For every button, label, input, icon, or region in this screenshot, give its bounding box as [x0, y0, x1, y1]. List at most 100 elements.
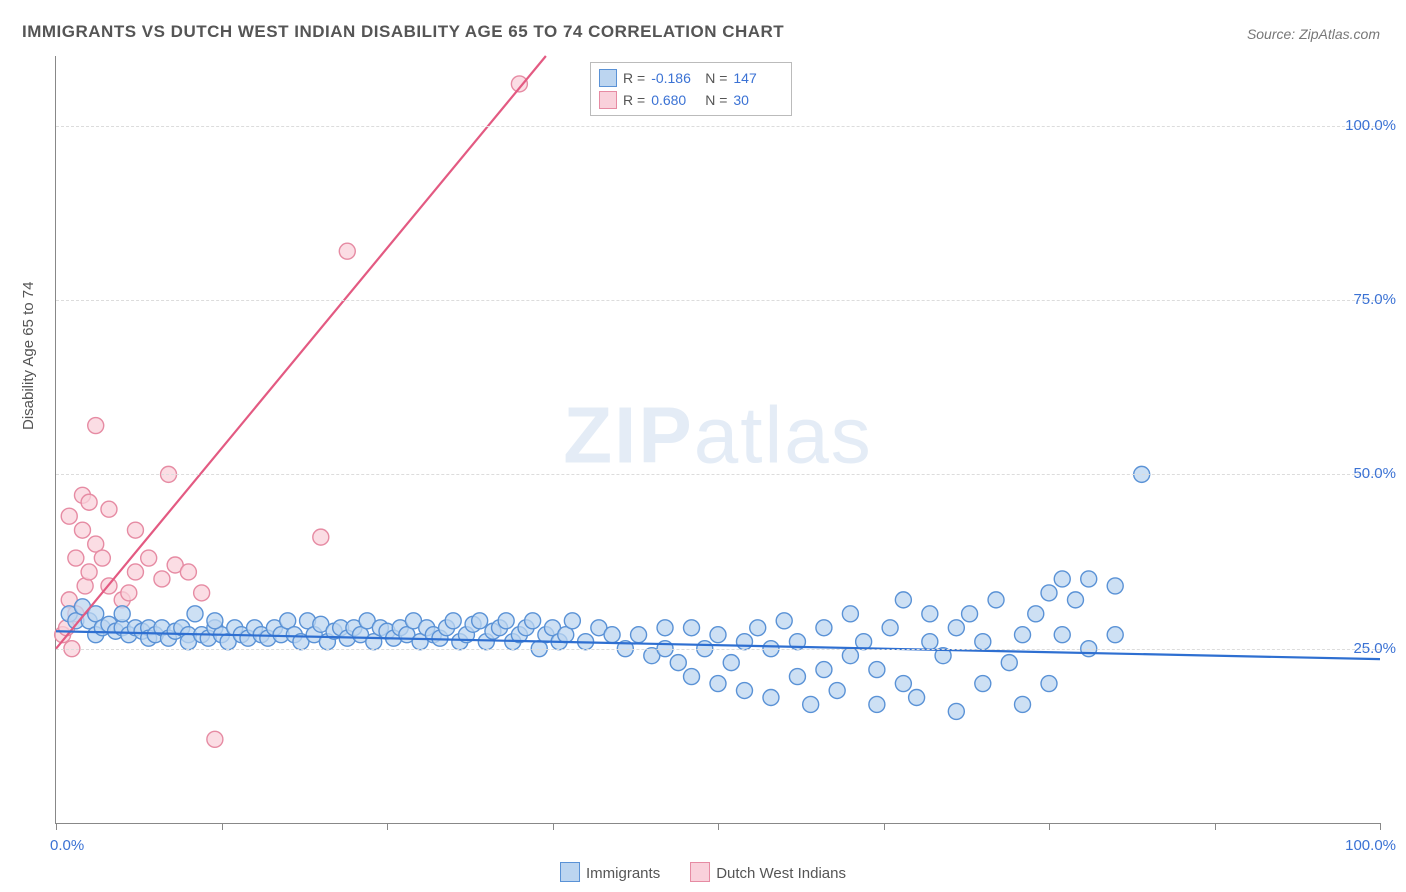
data-point [68, 550, 84, 566]
data-point [141, 550, 157, 566]
data-point [962, 606, 978, 622]
legend-label: Immigrants [586, 865, 660, 882]
data-point [101, 501, 117, 517]
gridline [56, 300, 1380, 301]
data-point [88, 418, 104, 434]
series-swatch [599, 69, 617, 87]
data-point [803, 696, 819, 712]
y-tick-label: 50.0% [1353, 465, 1396, 482]
plot-area: ZIPatlas [55, 56, 1380, 824]
data-point [763, 689, 779, 705]
data-point [1015, 696, 1031, 712]
data-point [1001, 655, 1017, 671]
y-tick-label: 75.0% [1353, 291, 1396, 308]
legend-label: Dutch West Indians [716, 865, 846, 882]
series-swatch [599, 91, 617, 109]
data-point [988, 592, 1004, 608]
x-axis-label-right: 100.0% [1345, 837, 1396, 854]
source-label: Source: ZipAtlas.com [1247, 26, 1380, 42]
data-point [922, 606, 938, 622]
trend-line [56, 56, 546, 649]
data-point [1054, 627, 1070, 643]
data-point [1107, 627, 1123, 643]
data-point [948, 703, 964, 719]
x-tick [387, 823, 388, 830]
data-point [789, 669, 805, 685]
series-swatch [690, 862, 710, 882]
gridline [56, 126, 1380, 127]
y-axis-label: Disability Age 65 to 74 [20, 282, 37, 430]
data-point [61, 508, 77, 524]
data-point [127, 564, 143, 580]
data-point [736, 683, 752, 699]
gridline [56, 474, 1380, 475]
stats-box: R =-0.186N =147R =0.680N =30 [590, 62, 792, 116]
data-point [710, 627, 726, 643]
data-point [631, 627, 647, 643]
data-point [842, 648, 858, 664]
data-point [1028, 606, 1044, 622]
data-point [498, 613, 514, 629]
data-point [154, 571, 170, 587]
data-point [710, 676, 726, 692]
chart-title: IMMIGRANTS VS DUTCH WEST INDIAN DISABILI… [22, 22, 784, 42]
data-point [684, 669, 700, 685]
data-point [180, 564, 196, 580]
bottom-legend: Immigrants Dutch West Indians [560, 862, 846, 882]
data-point [1081, 571, 1097, 587]
data-point [1107, 578, 1123, 594]
data-point [895, 676, 911, 692]
data-point [187, 606, 203, 622]
data-point [81, 494, 97, 510]
data-point [670, 655, 686, 671]
data-point [776, 613, 792, 629]
x-tick [222, 823, 223, 830]
data-point [207, 613, 223, 629]
data-point [1067, 592, 1083, 608]
x-tick [1380, 823, 1381, 830]
data-point [207, 731, 223, 747]
data-point [81, 564, 97, 580]
data-point [869, 696, 885, 712]
data-point [816, 662, 832, 678]
data-point [1041, 585, 1057, 601]
data-point [975, 676, 991, 692]
data-point [194, 585, 210, 601]
data-point [909, 689, 925, 705]
data-point [829, 683, 845, 699]
x-tick [1215, 823, 1216, 830]
legend-item: Dutch West Indians [690, 862, 846, 882]
data-point [842, 606, 858, 622]
data-point [445, 613, 461, 629]
x-tick [56, 823, 57, 830]
data-point [74, 522, 90, 538]
data-point [922, 634, 938, 650]
x-tick [718, 823, 719, 830]
data-point [94, 550, 110, 566]
y-tick-label: 25.0% [1353, 640, 1396, 657]
data-point [313, 529, 329, 545]
data-point [604, 627, 620, 643]
stats-row: R =0.680N =30 [599, 89, 781, 111]
data-point [1041, 676, 1057, 692]
x-tick [553, 823, 554, 830]
data-point [684, 620, 700, 636]
gridline [56, 649, 1380, 650]
data-point [975, 634, 991, 650]
data-point [895, 592, 911, 608]
data-point [472, 613, 488, 629]
data-point [657, 620, 673, 636]
data-point [114, 606, 130, 622]
data-point [127, 522, 143, 538]
data-point [121, 585, 137, 601]
data-point [723, 655, 739, 671]
series-swatch [560, 862, 580, 882]
stats-row: R =-0.186N =147 [599, 67, 781, 89]
data-point [1054, 571, 1070, 587]
data-point [564, 613, 580, 629]
legend-item: Immigrants [560, 862, 660, 882]
data-point [882, 620, 898, 636]
data-point [736, 634, 752, 650]
x-tick [1049, 823, 1050, 830]
data-point [525, 613, 541, 629]
